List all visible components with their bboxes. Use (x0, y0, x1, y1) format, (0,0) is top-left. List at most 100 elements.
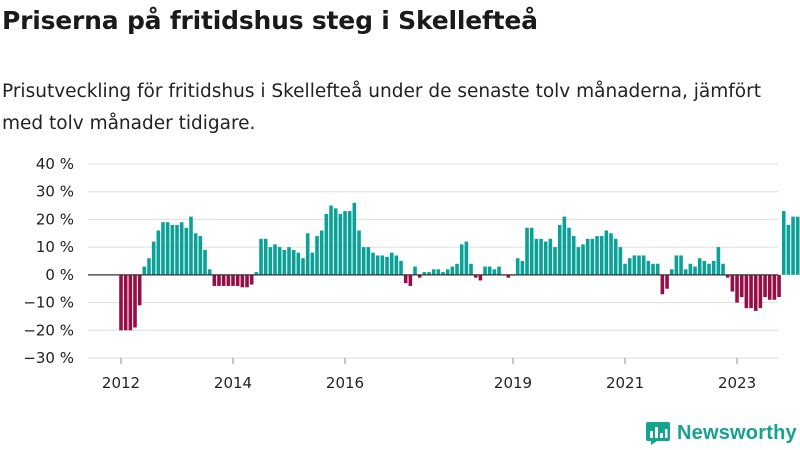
bar (240, 274, 245, 288)
bar (385, 256, 389, 275)
bar (212, 274, 217, 286)
bar (665, 274, 669, 289)
bar (305, 233, 310, 275)
bar (711, 261, 716, 275)
bar (487, 266, 492, 275)
bar (203, 249, 207, 275)
bar (576, 247, 581, 275)
bar (324, 213, 329, 275)
bar (627, 258, 632, 275)
bar (548, 238, 553, 275)
bar (221, 274, 226, 286)
bar (226, 274, 231, 286)
bar (520, 261, 525, 275)
bar (688, 263, 693, 275)
bar (534, 238, 539, 275)
bar (189, 216, 193, 275)
bar (273, 244, 277, 275)
bar (721, 263, 725, 275)
bar (291, 249, 296, 275)
bar (128, 274, 133, 331)
bar (123, 274, 128, 331)
bar (394, 255, 399, 275)
y-tick-label: 10 % (36, 238, 74, 256)
bar (739, 274, 744, 298)
brand-logo: Newsworthy (645, 420, 797, 446)
bar (193, 233, 198, 275)
bar (343, 211, 347, 275)
bar (655, 263, 660, 275)
bar (319, 230, 324, 275)
bar (478, 274, 483, 281)
bar (338, 213, 343, 275)
bar (557, 224, 562, 275)
bar (207, 269, 212, 275)
bar (618, 247, 623, 275)
y-tick-label: 30 % (36, 183, 74, 201)
x-tick-label: 2016 (326, 374, 364, 392)
bar (333, 208, 338, 275)
bar (151, 241, 156, 275)
bar (730, 274, 735, 292)
bar (147, 258, 151, 275)
bar (315, 236, 319, 275)
bar (371, 252, 375, 275)
bar (735, 274, 739, 303)
bar (235, 274, 240, 286)
bar (651, 263, 655, 275)
bar (161, 222, 165, 275)
bar (492, 269, 497, 275)
bar (581, 244, 585, 275)
bar (441, 272, 445, 275)
bar (669, 269, 674, 275)
y-tick-label: −10 % (23, 294, 74, 312)
bar (525, 227, 529, 275)
bar (170, 224, 175, 275)
bar (777, 274, 781, 298)
bar (165, 222, 170, 275)
x-tick-label: 2023 (718, 374, 756, 392)
bar (179, 222, 184, 275)
bar (175, 224, 179, 275)
bar (529, 227, 534, 275)
bar (473, 274, 478, 278)
y-tick-label: −30 % (23, 349, 74, 367)
bar (632, 255, 637, 275)
bar (459, 244, 464, 275)
bar (571, 236, 576, 275)
bar (422, 272, 427, 275)
bar (133, 274, 137, 328)
bar (245, 274, 249, 288)
bar (431, 269, 436, 275)
bar (469, 263, 473, 275)
bar (567, 227, 571, 275)
bar (450, 266, 455, 275)
bar (795, 216, 800, 275)
price-change-chart: −30 % −20 % −10 % 0 % 10 % 20 % 30 % 40 % 2012 20… (23, 155, 800, 392)
bar (217, 274, 221, 286)
bar (646, 261, 651, 275)
bar (613, 238, 618, 275)
bar (417, 274, 422, 278)
bar (683, 269, 688, 275)
bar (329, 205, 333, 275)
brand-name: Newsworthy (677, 421, 797, 444)
y-tick-label: −20 % (23, 321, 74, 339)
bar (590, 238, 595, 275)
bar (553, 247, 557, 275)
bar (259, 238, 263, 275)
bar (637, 255, 641, 275)
y-tick-label: 20 % (36, 210, 74, 228)
x-tick-label: 2012 (102, 374, 140, 392)
bar (697, 258, 702, 275)
bar (543, 241, 548, 275)
bar (660, 274, 665, 295)
bar (287, 247, 291, 275)
bar (744, 274, 749, 309)
bar (403, 274, 408, 284)
y-tick-label: 0 % (45, 266, 74, 284)
bar (352, 202, 357, 275)
bar (413, 266, 417, 275)
bar (604, 230, 609, 275)
bar (455, 263, 459, 275)
